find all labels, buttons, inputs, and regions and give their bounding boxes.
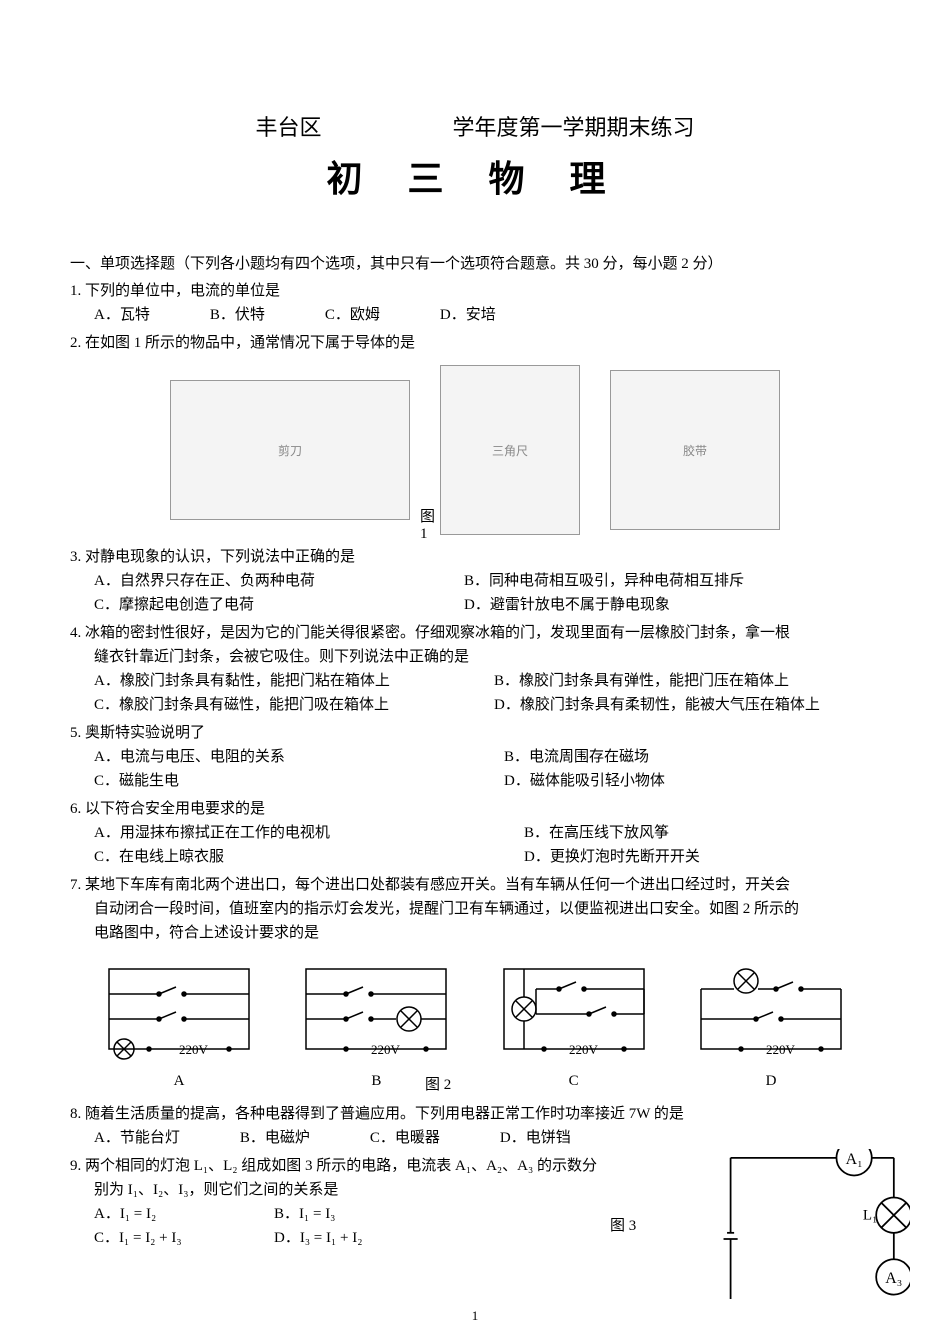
question-3: 3. 对静电现象的认识，下列说法中正确的是 A．自然界只存在正、负两种电荷 B．… — [70, 545, 880, 617]
q1-stem: 1. 下列的单位中，电流的单位是 — [70, 279, 880, 303]
q8-opt-d: D．电饼铛 — [500, 1126, 571, 1150]
question-1: 1. 下列的单位中，电流的单位是 A．瓦特 B．伏特 C．欧姆 D．安培 — [70, 279, 880, 327]
q4-stem1: 4. 冰箱的密封性很好，是因为它的门能关得很紧密。仔细观察冰箱的门，发现里面有一… — [70, 621, 880, 645]
figure-1a: 剪刀 — [170, 380, 410, 520]
voltage-c: 220V — [569, 1042, 599, 1057]
circuit-a: 220V — [94, 959, 264, 1069]
question-9: 9. 两个相同的灯泡 L₁、L₂ 组成如图 3 所示的电路，电流表 A₁、A₂、… — [70, 1154, 880, 1250]
voltage-d: 220V — [766, 1042, 796, 1057]
page-number: 1 — [0, 1308, 950, 1324]
q5-opt-c: C．磁能生电 — [94, 769, 504, 793]
semester: 学年度第一学期期末练习 — [453, 115, 695, 140]
circuit-d: 220V — [686, 959, 856, 1069]
q9-stem2: 别为 I₁、I₂、I₃，则它们之间的关系是 — [70, 1178, 650, 1202]
q7-stem1: 7. 某地下车库有南北两个进出口，每个进出口处都装有感应开关。当有车辆从任何一个… — [70, 873, 880, 897]
q5-opt-a: A．电流与电压、电阻的关系 — [94, 745, 504, 769]
q6-opt-d: D．更换灯泡时先断开开关 — [524, 845, 880, 869]
q5-opt-b: B．电流周围存在磁场 — [504, 745, 880, 769]
q4-opt-a: A．橡胶门封条具有黏性，能把门粘在箱体上 — [94, 669, 494, 693]
q3-opt-a: A．自然界只存在正、负两种电荷 — [94, 569, 464, 593]
q8-opt-a: A．节能台灯 — [94, 1126, 180, 1150]
voltage-a: 220V — [179, 1042, 209, 1057]
q6-opt-a: A．用湿抹布擦拭正在工作的电视机 — [94, 821, 524, 845]
question-8: 8. 随着生活质量的提高，各种电器得到了普遍应用。下列用电器正常工作时功率接近 … — [70, 1102, 880, 1150]
question-7: 7. 某地下车库有南北两个进出口，每个进出口处都装有感应开关。当有车辆从任何一个… — [70, 873, 880, 945]
q1-opt-b: B．伏特 — [210, 303, 265, 327]
q7-stem2: 自动闭合一段时间，值班室内的指示灯会发光，提醒门卫有车辆通过，以便监视进出口安全… — [70, 897, 880, 921]
figure-1-label: 图 1 — [420, 505, 435, 543]
q7-stem3: 电路图中，符合上述设计要求的是 — [70, 921, 880, 945]
voltage-b: 220V — [371, 1042, 401, 1057]
label-c: C — [489, 1073, 659, 1090]
meter-a3-label: A₃ — [885, 1270, 902, 1287]
question-6: 6. 以下符合安全用电要求的是 A．用湿抹布擦拭正在工作的电视机 B．在高压线下… — [70, 797, 880, 869]
label-d: D — [686, 1073, 856, 1090]
q9-opt-c: C．I₁ = I₂ + I₃ — [94, 1226, 274, 1250]
circuit-b: 220V — [291, 959, 461, 1069]
q1-opt-c: C．欧姆 — [325, 303, 380, 327]
q6-stem: 6. 以下符合安全用电要求的是 — [70, 797, 880, 821]
figure-3-label: 图 3 — [610, 1214, 636, 1238]
q4-opt-c: C．橡胶门封条具有磁性，能把门吸在箱体上 — [94, 693, 494, 717]
figure-2-label: 图 2 — [425, 1073, 451, 1094]
q9-opt-a: A．I₁ = I₂ — [94, 1202, 274, 1226]
q4-opt-d: D．橡胶门封条具有柔韧性，能被大气压在箱体上 — [494, 693, 880, 717]
q8-stem: 8. 随着生活质量的提高，各种电器得到了普遍应用。下列用电器正常工作时功率接近 … — [70, 1102, 880, 1126]
q5-stem: 5. 奥斯特实验说明了 — [70, 721, 880, 745]
question-5: 5. 奥斯特实验说明了 A．电流与电压、电阻的关系 B．电流周围存在磁场 C．磁… — [70, 721, 880, 793]
meter-a1-label: A₁ — [846, 1151, 863, 1168]
question-2: 2. 在如图 1 所示的物品中，通常情况下属于导体的是 — [70, 331, 880, 355]
figure-1-row: 剪刀 图 1 三角尺 胶带 — [70, 365, 880, 535]
q1-opt-a: A．瓦特 — [94, 303, 150, 327]
title-line1: 丰台区 学年度第一学期期末练习 — [70, 110, 880, 142]
q9-opt-b: B．I₁ = I₃ — [274, 1202, 335, 1226]
circuits-labels: A B C D 图 2 — [70, 1073, 880, 1090]
label-a: A — [94, 1073, 264, 1090]
q1-opt-d: D．安培 — [440, 303, 496, 327]
q3-opt-b: B．同种电荷相互吸引，异种电荷相互排斥 — [464, 569, 880, 593]
circuit-c: 220V — [489, 959, 659, 1069]
figure-1c: 胶带 — [610, 370, 780, 530]
circuits-row: 220V 220V — [70, 949, 880, 1073]
q8-opt-c: C．电暖器 — [370, 1126, 440, 1150]
q3-stem: 3. 对静电现象的认识，下列说法中正确的是 — [70, 545, 880, 569]
lamp-l1-label: L₁ — [863, 1208, 877, 1224]
figure-1b: 三角尺 — [440, 365, 580, 535]
q2-stem: 2. 在如图 1 所示的物品中，通常情况下属于导体的是 — [70, 331, 880, 355]
question-4: 4. 冰箱的密封性很好，是因为它的门能关得很紧密。仔细观察冰箱的门，发现里面有一… — [70, 621, 880, 717]
q9-opt-d: D．I₃ = I₁ + I₂ — [274, 1226, 362, 1250]
title-line2: 初 三 物 理 — [70, 150, 880, 202]
q5-opt-d: D．磁体能吸引轻小物体 — [504, 769, 880, 793]
q9-stem1: 9. 两个相同的灯泡 L₁、L₂ 组成如图 3 所示的电路，电流表 A₁、A₂、… — [70, 1154, 650, 1178]
q4-opt-b: B．橡胶门封条具有弹性，能把门压在箱体上 — [494, 669, 880, 693]
q3-opt-c: C．摩擦起电创造了电荷 — [94, 593, 464, 617]
q3-opt-d: D．避雷针放电不属于静电现象 — [464, 593, 880, 617]
q6-opt-b: B．在高压线下放风筝 — [524, 821, 880, 845]
figure-3: 图 3 A₁ L₁ A₃ — [650, 1154, 880, 1250]
q8-opt-b: B．电磁炉 — [240, 1126, 310, 1150]
q4-stem2: 缝衣针靠近门封条，会被它吸住。则下列说法中正确的是 — [70, 645, 880, 669]
district: 丰台区 — [255, 115, 321, 140]
q6-opt-c: C．在电线上晾衣服 — [94, 845, 524, 869]
section-header: 一、单项选择题（下列各小题均有四个选项，其中只有一个选项符合题意。共 30 分，… — [70, 252, 880, 273]
